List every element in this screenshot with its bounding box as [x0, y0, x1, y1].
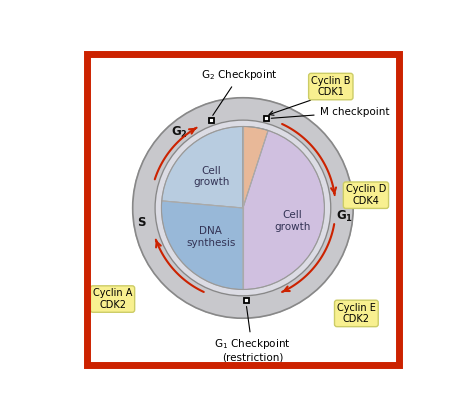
Wedge shape	[243, 127, 324, 290]
Text: Cyclin A
CDK2: Cyclin A CDK2	[93, 288, 132, 310]
Text: $\mathbf{G_1}$: $\mathbf{G_1}$	[336, 209, 353, 225]
Wedge shape	[162, 201, 243, 290]
Text: Cell
growth: Cell growth	[193, 166, 229, 187]
Bar	[209, 118, 214, 123]
Text: Cyclin B
CDK1: Cyclin B CDK1	[311, 76, 351, 98]
Text: $\mathbf{G_2}$: $\mathbf{G_2}$	[171, 124, 188, 139]
Text: $\mathbf{S}$: $\mathbf{S}$	[137, 216, 146, 229]
Text: Cyclin E
CDK2: Cyclin E CDK2	[337, 303, 376, 324]
Circle shape	[155, 120, 331, 296]
Bar	[264, 116, 269, 121]
Circle shape	[133, 98, 353, 318]
Text: DNA
synthesis: DNA synthesis	[186, 226, 236, 248]
Text: Cell
growth: Cell growth	[274, 210, 310, 232]
Text: M checkpoint: M checkpoint	[271, 107, 389, 118]
Bar	[244, 298, 249, 303]
Wedge shape	[162, 127, 243, 208]
Text: G$_2$ Checkpoint: G$_2$ Checkpoint	[201, 68, 278, 115]
Text: G$_1$ Checkpoint
(restriction): G$_1$ Checkpoint (restriction)	[214, 307, 291, 363]
Text: Cyclin D
CDK4: Cyclin D CDK4	[346, 184, 386, 206]
Wedge shape	[243, 127, 268, 208]
